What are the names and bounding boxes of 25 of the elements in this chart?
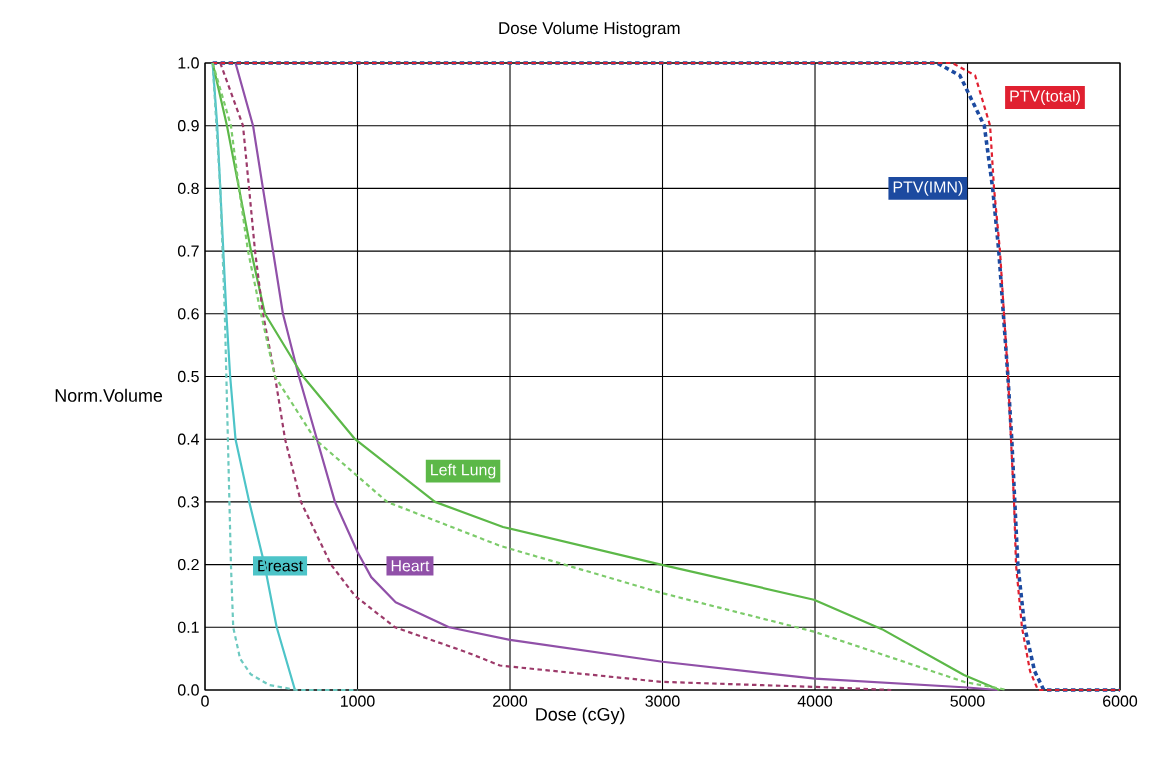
annotation: PTV(IMN) [893,180,963,196]
annotation: Heart [391,560,430,572]
y-axis-title: Norm.Volume [55,388,163,402]
y-tick-label: 0.1 [177,621,199,633]
chart-title: Dose Volume Histogram [499,21,680,38]
x-tick-label: 2000 [493,695,528,707]
y-tick-label: 1.0 [178,57,199,69]
x-tick-label: 4000 [797,695,833,707]
x-tick-label: 3000 [645,695,680,707]
x-tick-label: 1000 [341,695,375,707]
y-tick-label: 0.6 [177,308,199,320]
y-tick-label: 0.2 [177,558,199,571]
annotation: PTV(total) [1010,90,1080,105]
y-tick-label: 0.7 [177,245,199,257]
y-tick-label: 0.0 [177,684,199,696]
x-axis-title: Dose (cGy) [536,707,625,725]
y-tick-label: 0.8 [177,182,199,195]
x-tick-label: 0 [201,695,209,707]
x-tick-label: 6000 [1103,695,1138,707]
y-tick-label: 0.4 [177,433,200,445]
y-tick-label: 0.3 [177,496,199,508]
x-tick-label: 5000 [950,695,985,707]
y-tick-label: 0.5 [177,370,199,383]
annotation: Left Lung [431,463,496,479]
y-tick-label: 0.9 [177,120,199,132]
